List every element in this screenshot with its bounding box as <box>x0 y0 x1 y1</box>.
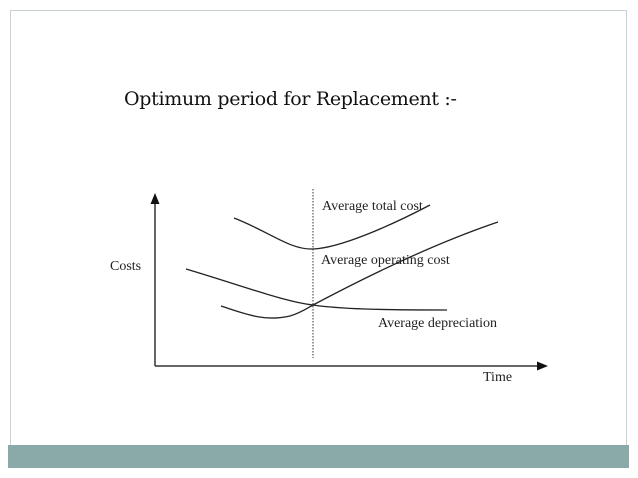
x-axis <box>155 361 548 371</box>
slide-title: Optimum period for Replacement :- <box>124 88 457 110</box>
label-average-depreciation: Average depreciation <box>378 316 497 331</box>
y-axis-arrow-icon <box>150 193 160 204</box>
y-axis-label: Costs <box>110 259 141 274</box>
slide-frame <box>10 10 627 446</box>
curve-average-operating-cost <box>220 221 499 319</box>
curve-average-depreciation <box>185 268 448 311</box>
footer-bar <box>8 445 629 468</box>
x-axis-label: Time <box>483 370 512 385</box>
x-axis-arrow-icon <box>537 361 548 371</box>
curve-average-total-cost <box>233 204 431 250</box>
y-axis <box>150 193 160 366</box>
label-average-total-cost: Average total cost <box>322 199 423 214</box>
label-average-operating-cost: Average operating cost <box>321 253 450 268</box>
